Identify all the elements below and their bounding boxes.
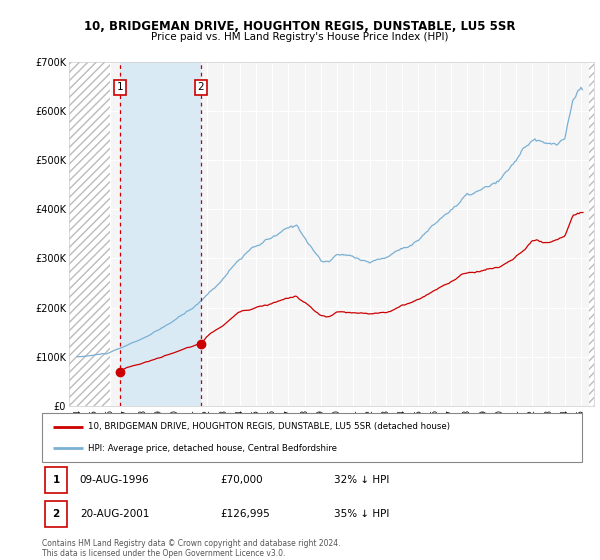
Text: Price paid vs. HM Land Registry's House Price Index (HPI): Price paid vs. HM Land Registry's House … — [151, 32, 449, 43]
Text: 2: 2 — [197, 82, 204, 92]
Text: 09-AUG-1996: 09-AUG-1996 — [80, 475, 149, 485]
Text: 32% ↓ HPI: 32% ↓ HPI — [334, 475, 389, 485]
Text: 1: 1 — [116, 82, 123, 92]
Bar — [120, 62, 201, 406]
Text: 10, BRIDGEMAN DRIVE, HOUGHTON REGIS, DUNSTABLE, LU5 5SR: 10, BRIDGEMAN DRIVE, HOUGHTON REGIS, DUN… — [84, 20, 516, 32]
Text: 10, BRIDGEMAN DRIVE, HOUGHTON REGIS, DUNSTABLE, LU5 5SR (detached house): 10, BRIDGEMAN DRIVE, HOUGHTON REGIS, DUN… — [88, 422, 450, 431]
Text: HPI: Average price, detached house, Central Bedfordshire: HPI: Average price, detached house, Cent… — [88, 444, 337, 452]
Bar — [589, 62, 594, 406]
FancyBboxPatch shape — [45, 467, 67, 493]
Text: 1: 1 — [52, 475, 59, 485]
Text: 20-AUG-2001: 20-AUG-2001 — [80, 509, 149, 519]
Text: £70,000: £70,000 — [220, 475, 263, 485]
FancyBboxPatch shape — [45, 501, 67, 527]
FancyBboxPatch shape — [42, 413, 582, 462]
Text: 2: 2 — [52, 509, 59, 519]
Text: 35% ↓ HPI: 35% ↓ HPI — [334, 509, 389, 519]
Bar — [69, 62, 110, 406]
Text: £126,995: £126,995 — [220, 509, 270, 519]
Text: Contains HM Land Registry data © Crown copyright and database right 2024.
This d: Contains HM Land Registry data © Crown c… — [42, 539, 341, 558]
